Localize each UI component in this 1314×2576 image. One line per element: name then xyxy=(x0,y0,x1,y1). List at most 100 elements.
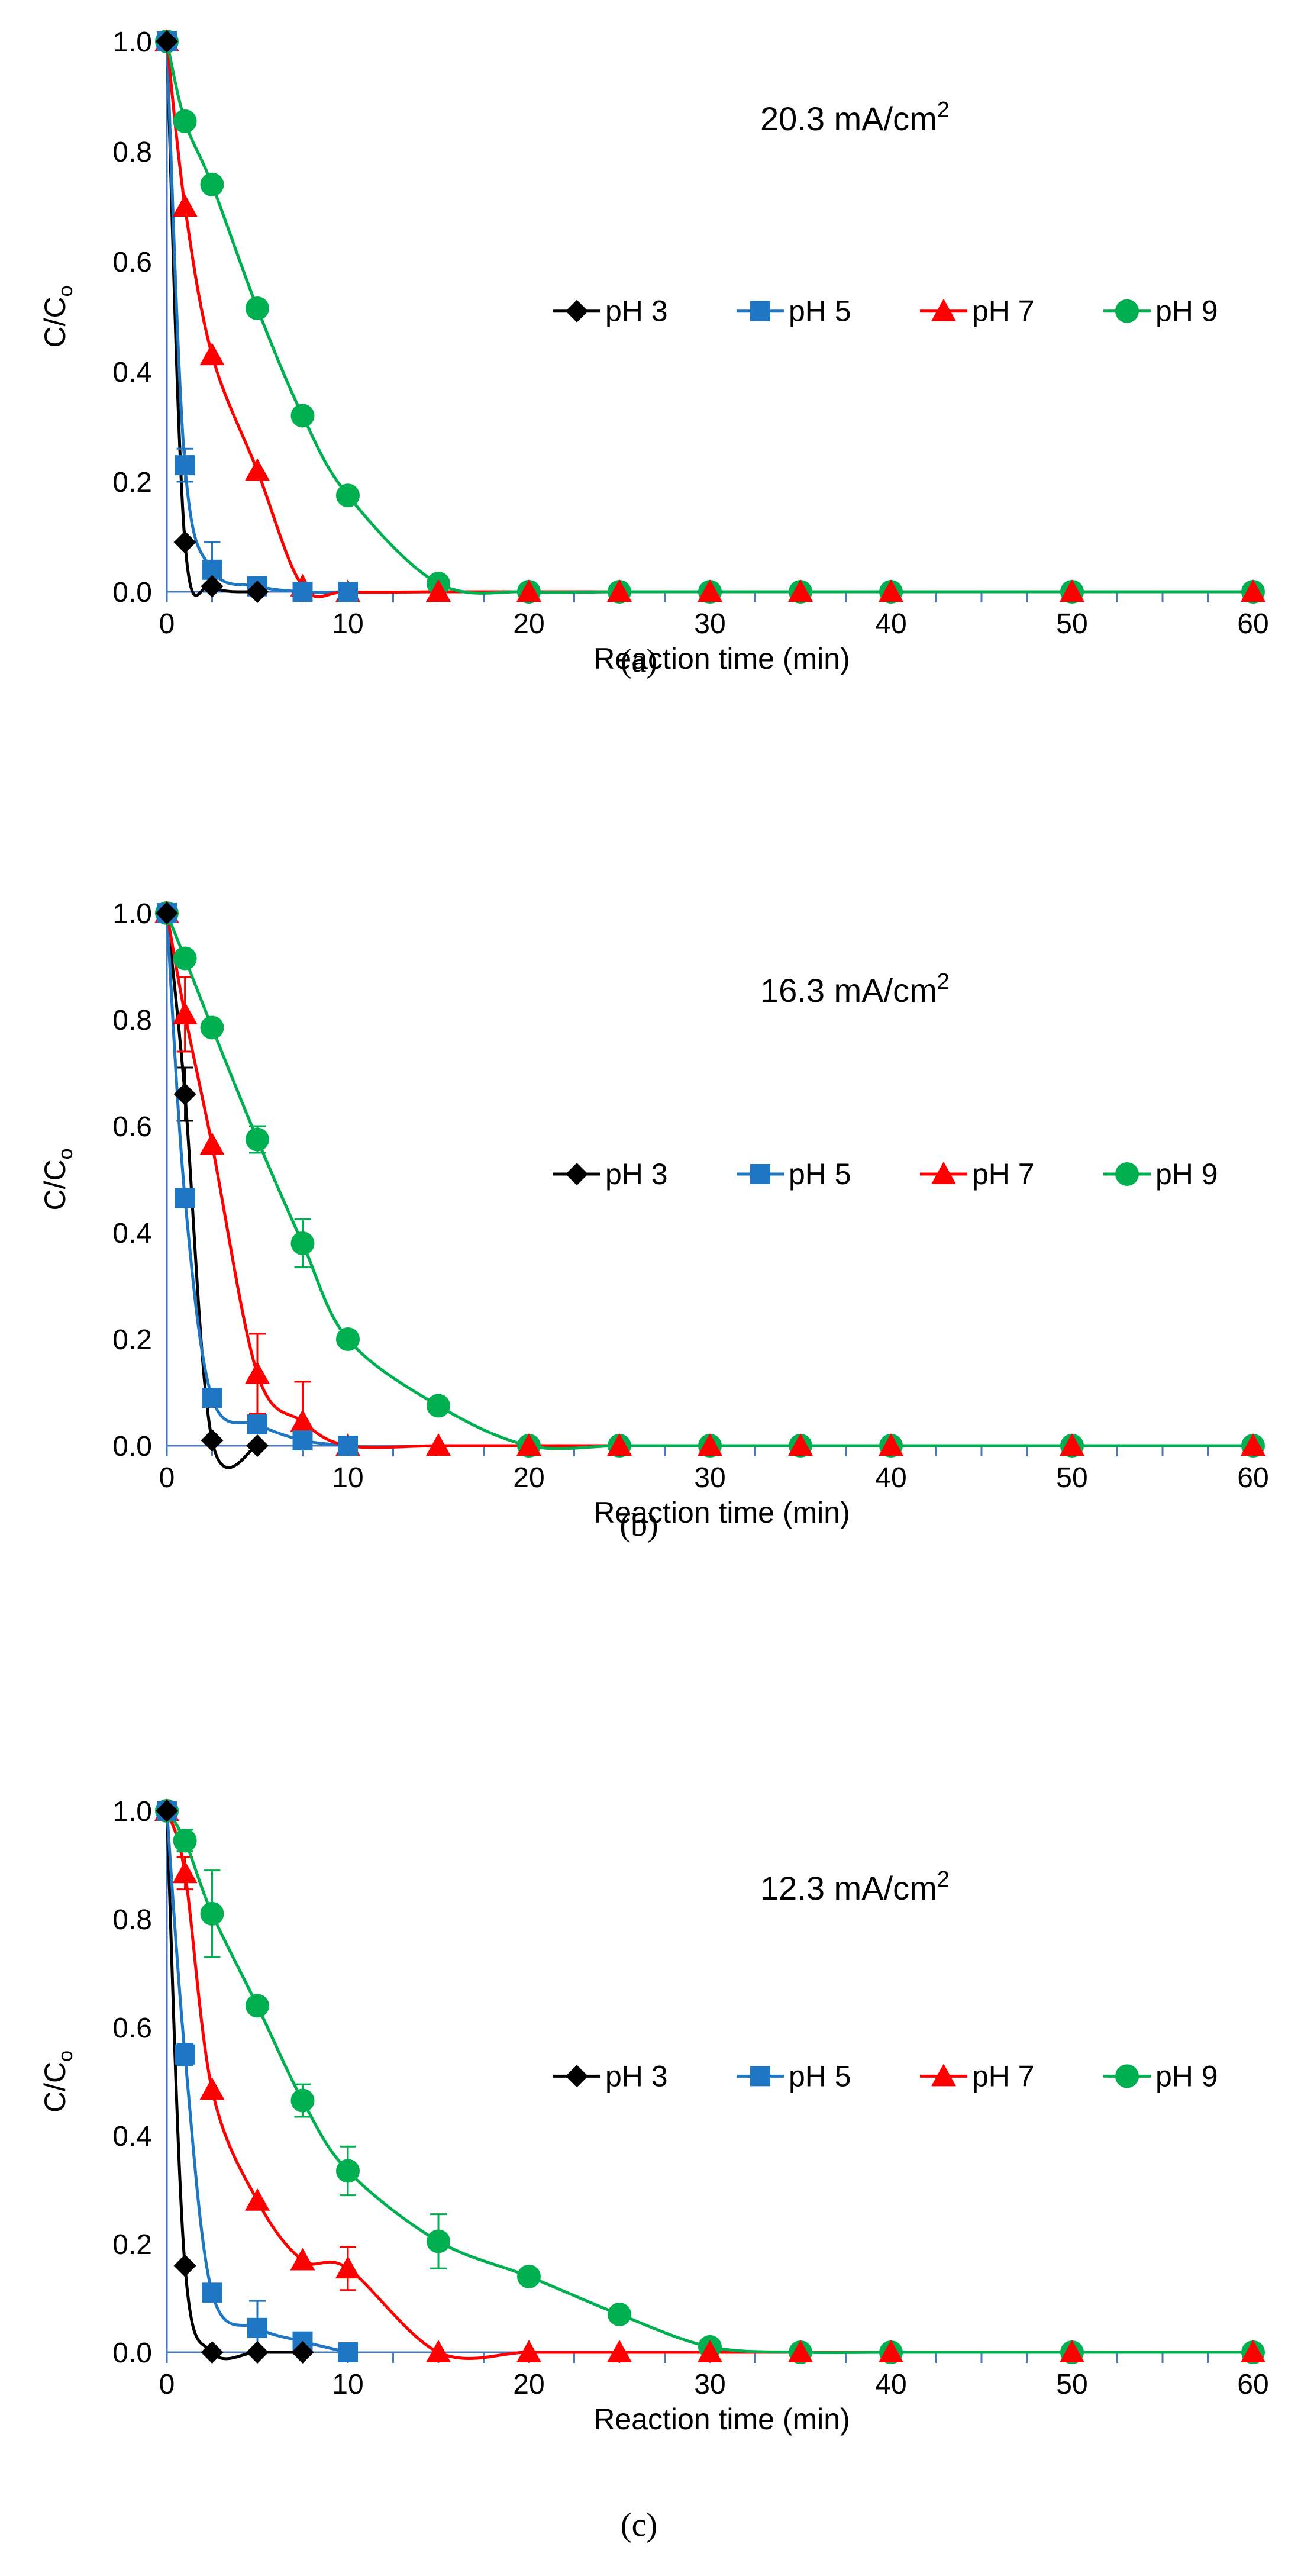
x-tick-label: 20 xyxy=(513,2369,544,2400)
data-point-ph9 xyxy=(336,2159,360,2183)
y-tick-label: 0.0 xyxy=(112,1431,152,1462)
y-tick-label: 0.8 xyxy=(112,1005,152,1036)
data-point-ph7 xyxy=(290,1409,315,1432)
legend-marker xyxy=(566,2065,588,2088)
data-point-ph7 xyxy=(1060,579,1084,602)
data-point-ph7 xyxy=(1060,1433,1084,1456)
data-point-ph7 xyxy=(698,2340,722,2362)
data-point-ph3 xyxy=(173,1083,196,1105)
legend-marker xyxy=(1115,2064,1139,2088)
data-point-ph7 xyxy=(516,2340,541,2362)
x-tick-label: 10 xyxy=(332,2369,363,2400)
y-axis-label-main: C/C xyxy=(38,296,72,347)
legend-label: pH 9 xyxy=(1155,2059,1218,2093)
y-tick-label: 0.8 xyxy=(112,1904,152,1936)
x-axis-label: Reaction time (min) xyxy=(593,642,850,675)
legend-item-ph9: pH 9 xyxy=(1103,1158,1218,1191)
data-point-ph5 xyxy=(175,1188,195,1208)
data-point-ph7 xyxy=(172,1002,198,1024)
data-point-ph3 xyxy=(173,2254,196,2277)
legend-marker xyxy=(750,301,770,321)
data-point-ph9 xyxy=(517,2264,541,2288)
data-point-ph9 xyxy=(608,2302,631,2326)
x-tick-label: 50 xyxy=(1056,608,1087,640)
x-axis-label: Reaction time (min) xyxy=(593,1496,850,1529)
y-axis-label-main: C/C xyxy=(38,1159,72,1210)
data-point-ph7 xyxy=(245,2188,270,2211)
data-point-ph5 xyxy=(338,582,358,602)
y-axis-label: C/Co xyxy=(38,2051,77,2113)
chart-title-superscript: 2 xyxy=(937,969,950,994)
x-tick-label: 60 xyxy=(1237,1462,1268,1494)
data-point-ph7 xyxy=(426,579,451,602)
panel-c: 0 10 20 30 40 50 60 0.0 0.2 0.4 0.6 0.8 1.0 C/Co React… xyxy=(38,1796,1269,2543)
panel-label: (a) xyxy=(621,643,657,679)
legend-label: pH 7 xyxy=(972,1158,1035,1191)
panel-label: (c) xyxy=(621,2507,657,2543)
y-tick-label: 0.6 xyxy=(112,2013,152,2044)
legend-item-ph9: pH 9 xyxy=(1103,2059,1218,2093)
data-point-ph7 xyxy=(788,579,813,602)
y-tick-label: 0.0 xyxy=(112,2338,152,2369)
legend-marker xyxy=(931,2064,956,2087)
y-axis-label-sub: o xyxy=(54,2051,77,2062)
legend-item-ph7: pH 7 xyxy=(920,295,1035,328)
data-point-ph5 xyxy=(247,2317,267,2338)
x-tick-label: 50 xyxy=(1056,2369,1087,2400)
data-point-ph3 xyxy=(156,30,178,53)
data-point-ph9 xyxy=(200,1015,224,1040)
x-tick-label: 60 xyxy=(1237,608,1268,640)
legend-item-ph5: pH 5 xyxy=(737,2059,851,2093)
x-tick-label: 40 xyxy=(875,608,906,640)
data-point-ph7 xyxy=(172,194,198,217)
data-point-ph9 xyxy=(173,1829,197,1853)
data-point-ph7 xyxy=(1241,2340,1265,2362)
x-tick-label: 20 xyxy=(513,608,544,640)
data-point-ph9 xyxy=(246,1127,269,1152)
chart-title-main: 16.3 mA/cm xyxy=(760,972,937,1009)
data-point-ph7 xyxy=(698,1433,722,1456)
x-tick-label: 20 xyxy=(513,1462,544,1494)
data-point-ph7 xyxy=(172,1861,198,1884)
data-point-ph3 xyxy=(246,1434,269,1457)
data-point-ph5 xyxy=(202,2282,222,2303)
data-point-ph7 xyxy=(245,1361,270,1384)
legend-label: pH 7 xyxy=(972,295,1035,328)
legend-item-ph5: pH 5 xyxy=(737,295,851,328)
y-axis-label-sub: o xyxy=(54,285,77,296)
x-tick-label: 60 xyxy=(1237,2369,1268,2400)
data-point-ph7 xyxy=(1241,579,1265,602)
data-point-ph9 xyxy=(336,1327,360,1351)
legend-label: pH 5 xyxy=(789,1158,851,1191)
data-point-ph7 xyxy=(426,1433,451,1456)
x-tick-label: 50 xyxy=(1056,1462,1087,1494)
y-tick-label: 0.4 xyxy=(112,357,152,388)
data-point-ph9 xyxy=(290,1231,315,1255)
y-axis-label: C/Co xyxy=(38,285,77,347)
data-point-ph7 xyxy=(879,1433,903,1456)
data-point-ph3 xyxy=(246,581,269,603)
x-tick-label: 0 xyxy=(159,2369,175,2400)
data-point-ph3 xyxy=(201,575,224,598)
series-line-ph5 xyxy=(165,1810,348,2354)
data-point-ph9 xyxy=(173,946,197,971)
y-tick-label: 0.6 xyxy=(112,1111,152,1143)
series-line-ph9 xyxy=(165,1810,1253,2355)
y-tick-label: 1.0 xyxy=(112,27,152,58)
series-line-ph9 xyxy=(165,41,1253,595)
legend-label: pH 3 xyxy=(605,1158,668,1191)
legend-item-ph3: pH 3 xyxy=(553,2059,668,2093)
y-tick-label: 0.2 xyxy=(112,2229,152,2261)
legend-marker xyxy=(1115,299,1139,323)
data-point-ph3 xyxy=(246,2341,269,2364)
data-point-ph3 xyxy=(291,2341,314,2364)
series-line-ph7 xyxy=(165,1810,1253,2360)
data-point-ph7 xyxy=(516,579,541,602)
data-point-ph7 xyxy=(426,2340,451,2362)
data-point-ph7 xyxy=(607,579,632,602)
y-axis-label-sub: o xyxy=(54,1148,77,1159)
data-point-ph5 xyxy=(175,455,195,476)
data-point-ph7 xyxy=(335,2256,360,2279)
data-point-ph9 xyxy=(290,404,315,428)
